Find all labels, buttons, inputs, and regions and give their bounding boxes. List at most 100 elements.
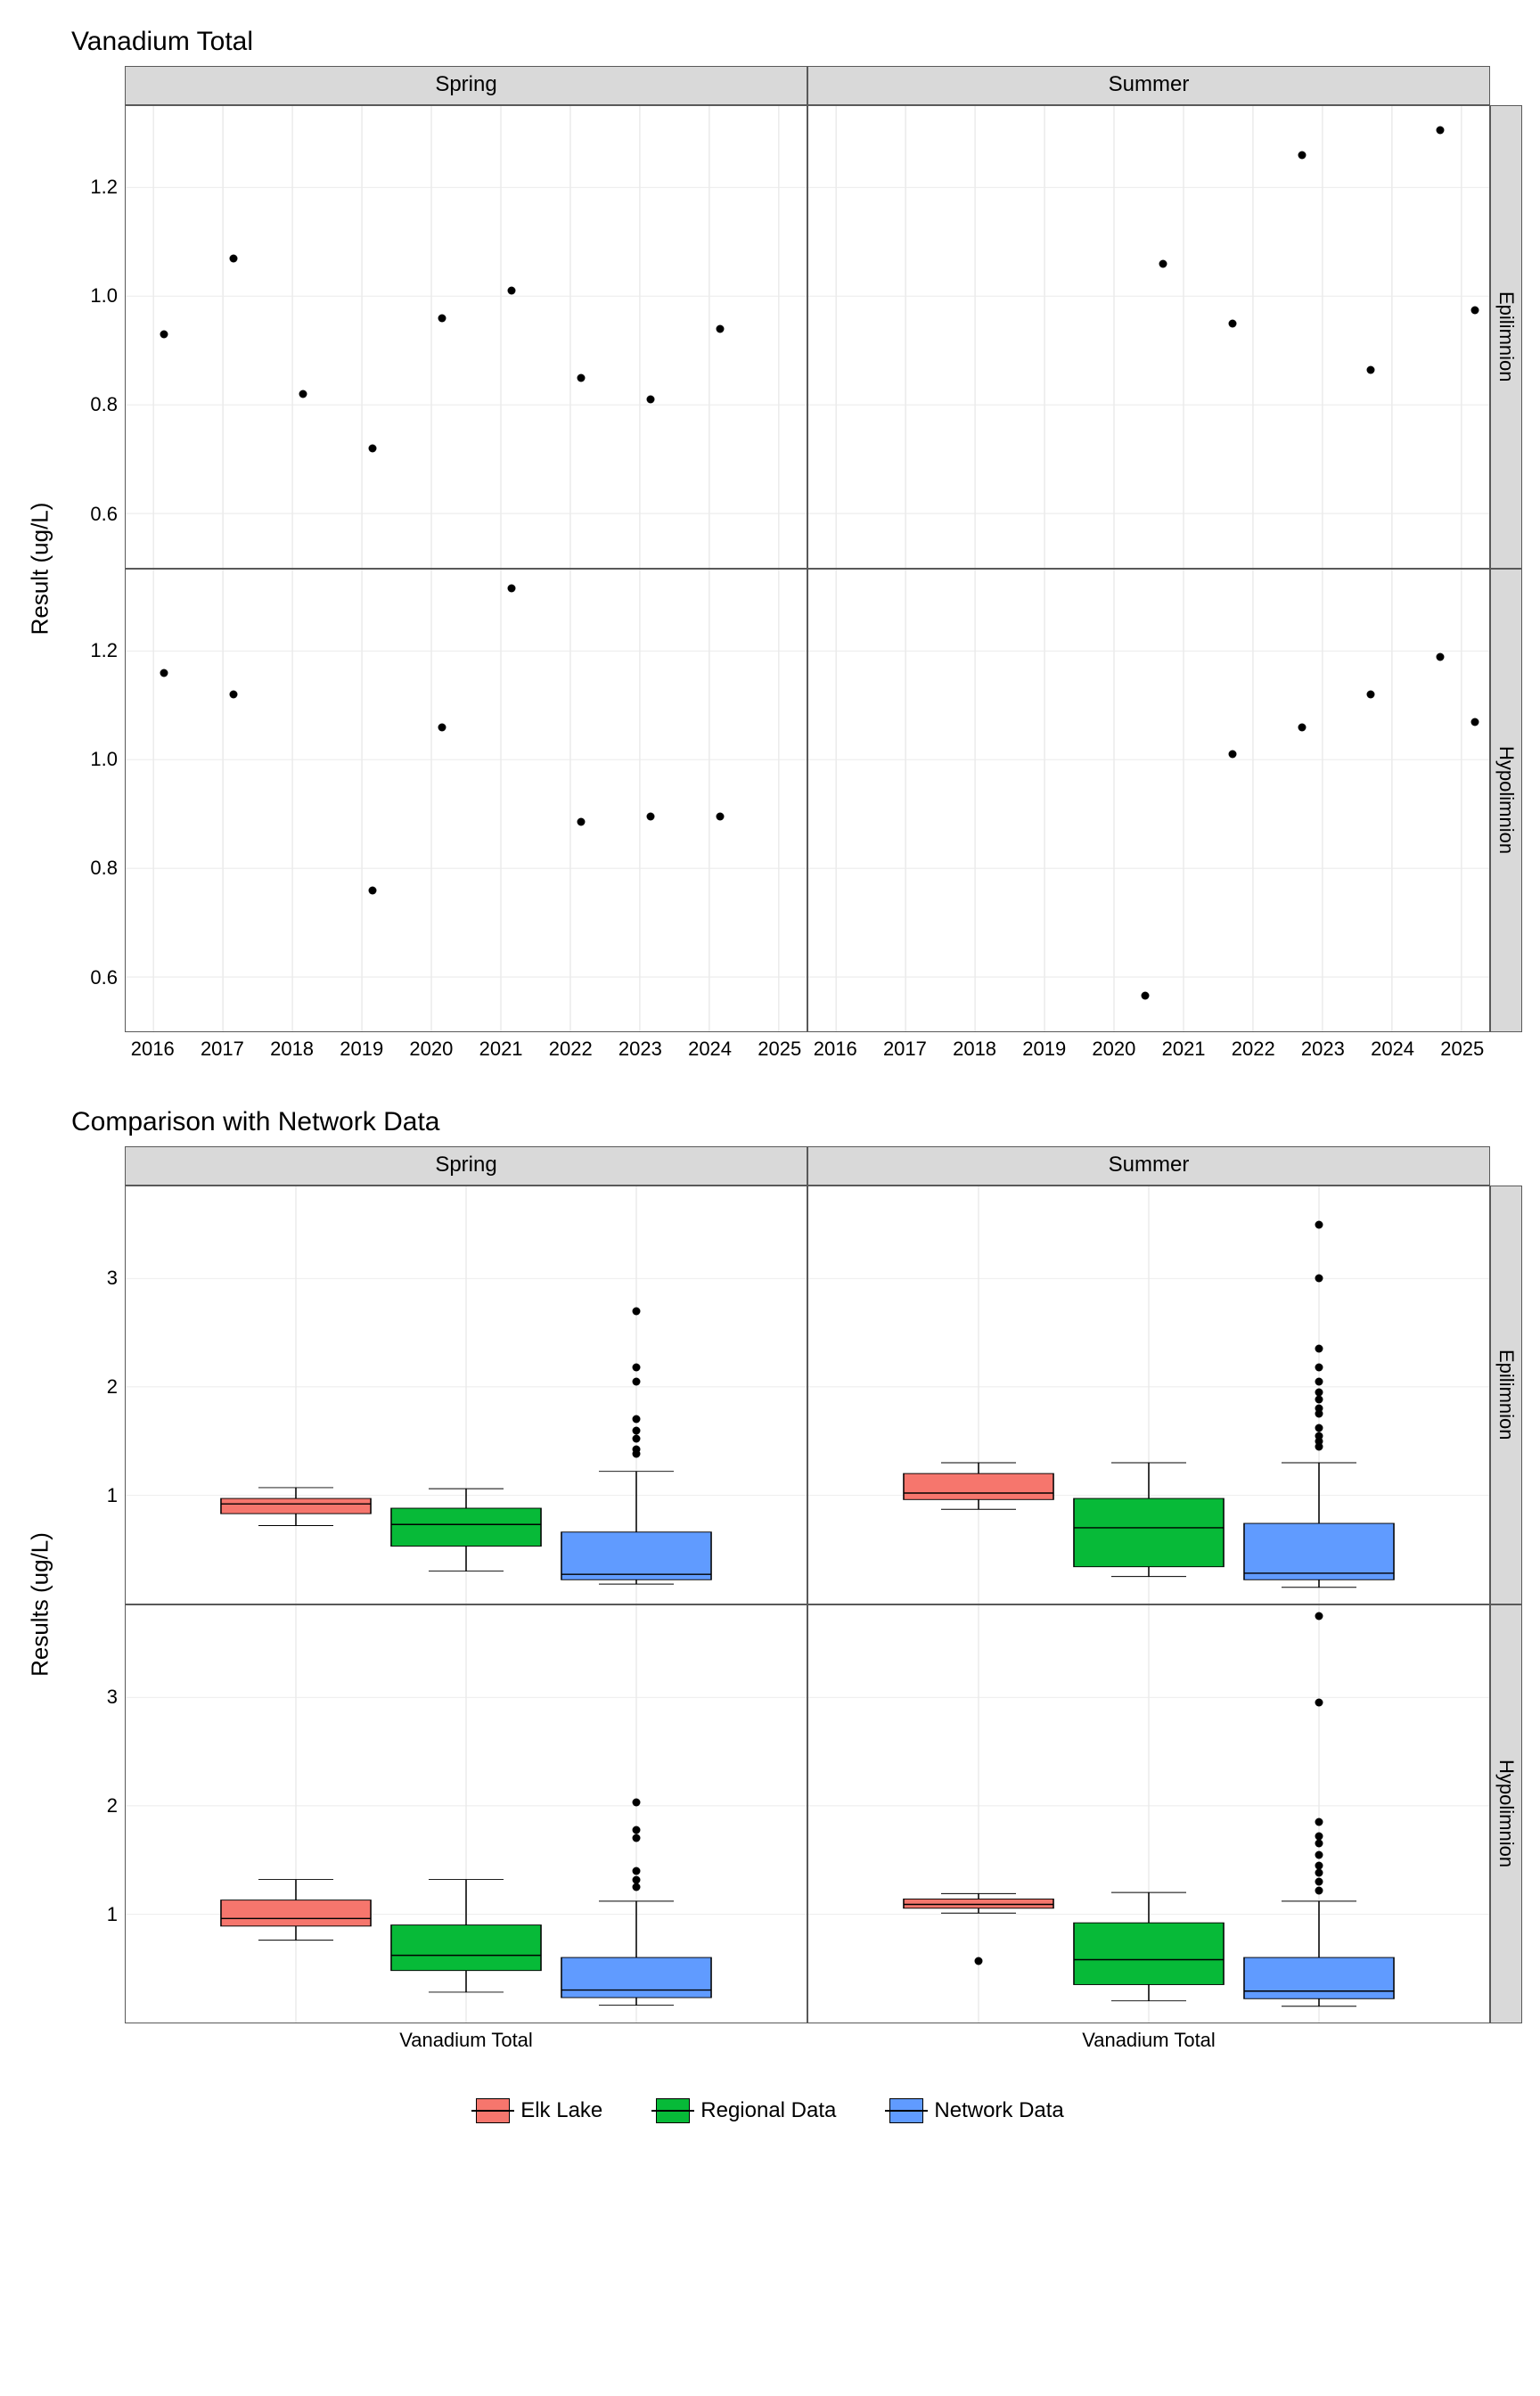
boxplot-outlier: [1315, 1388, 1323, 1396]
scatter-point: [299, 390, 307, 398]
boxplot-outlier: [1315, 1886, 1323, 1894]
boxplot-ytick: 1: [107, 1903, 118, 1926]
boxplot-panel: [807, 1186, 1490, 1604]
boxplot-outlier: [1315, 1840, 1323, 1848]
scatter-xtick: 2019: [1022, 1038, 1066, 1061]
scatter-xtick: 2025: [758, 1038, 801, 1061]
scatter-xaxis: 2016201720182019202020212022202320242025: [807, 1032, 1490, 1068]
scatter-point: [716, 813, 724, 821]
scatter-point: [1142, 992, 1150, 1000]
boxplot-outlier: [1315, 1377, 1323, 1385]
scatter-ytick: 1.0: [90, 748, 118, 771]
scatter-point: [1228, 751, 1236, 759]
scatter-point: [438, 314, 446, 322]
scatter-xtick: 2022: [1232, 1038, 1275, 1061]
boxplot-ytick: 3: [107, 1686, 118, 1709]
boxplot-ylabel-wrap: Results (ug/L): [18, 1146, 62, 2063]
legend-swatch: [476, 2098, 510, 2123]
legend-label: Elk Lake: [520, 2098, 602, 2123]
scatter-panel: [807, 569, 1490, 1032]
scatter-ytick: 0.8: [90, 857, 118, 880]
scatter-point: [1471, 306, 1479, 314]
boxplot-outlier: [1315, 1275, 1323, 1283]
scatter-xtick: 2017: [883, 1038, 927, 1061]
boxplot-outlier: [633, 1426, 641, 1434]
boxplot-outlier: [1315, 1861, 1323, 1869]
boxplot-outlier: [633, 1867, 641, 1875]
scatter-point: [577, 818, 585, 826]
legend-item: Elk Lake: [476, 2098, 602, 2123]
scatter-xtick: 2019: [340, 1038, 383, 1061]
scatter-point: [507, 287, 515, 295]
scatter-xtick: 2017: [201, 1038, 244, 1061]
boxplot-row-label: Hypolimnion: [1490, 1604, 1522, 2023]
boxplot-outlier: [1315, 1869, 1323, 1877]
scatter-panels: SpringSummerEpilimnionHypolimnion2016201…: [125, 66, 1522, 1071]
scatter-title: Vanadium Total: [71, 27, 1522, 57]
scatter-col-header: Spring: [125, 66, 807, 105]
scatter-point: [646, 813, 654, 821]
boxplot-yaxis: 123123: [62, 1146, 125, 2063]
scatter-xtick: 2023: [1301, 1038, 1345, 1061]
scatter-xtick: 2023: [618, 1038, 662, 1061]
boxplot-outlier: [1315, 1405, 1323, 1413]
scatter-point: [1298, 723, 1306, 731]
boxplot-outlier: [1315, 1432, 1323, 1440]
scatter-xtick: 2020: [1092, 1038, 1135, 1061]
scatter-xtick: 2016: [131, 1038, 175, 1061]
scatter-point: [646, 396, 654, 404]
scatter-point: [1367, 691, 1375, 699]
scatter-xtick: 2016: [814, 1038, 857, 1061]
scatter-point: [1367, 365, 1375, 373]
boxplot-outlier: [633, 1826, 641, 1834]
scatter-xaxis: 2016201720182019202020212022202320242025: [125, 1032, 807, 1068]
scatter-ytick: 1.2: [90, 176, 118, 199]
boxplot-outlier: [1315, 1396, 1323, 1404]
scatter-xtick: 2025: [1440, 1038, 1484, 1061]
scatter-xtick: 2022: [549, 1038, 593, 1061]
scatter-xtick: 2018: [270, 1038, 314, 1061]
boxplot-outlier: [633, 1307, 641, 1315]
boxplot-outlier: [633, 1834, 641, 1842]
boxplot-panels: SpringSummerEpilimnionHypolimnionVanadiu…: [125, 1146, 1522, 2063]
legend-label: Network Data: [934, 2098, 1063, 2123]
scatter-ytick: 0.6: [90, 503, 118, 526]
scatter-row-label: Hypolimnion: [1490, 569, 1522, 1032]
boxplot-col-header: Spring: [125, 1146, 807, 1186]
boxplot-panel: [125, 1186, 807, 1604]
boxplot-outlier: [633, 1364, 641, 1372]
scatter-point: [716, 324, 724, 332]
scatter-point: [229, 691, 237, 699]
boxplot-outlier: [633, 1415, 641, 1424]
boxplot-outlier: [1315, 1850, 1323, 1859]
scatter-point: [368, 444, 376, 452]
legend-item: Regional Data: [656, 2098, 836, 2123]
legend-swatch: [889, 2098, 923, 2123]
scatter-ylabel: Result (ug/L): [27, 503, 54, 636]
scatter-xtick: 2020: [409, 1038, 453, 1061]
legend-label: Regional Data: [700, 2098, 836, 2123]
boxplot-outlier: [633, 1875, 641, 1883]
boxplot-outlier: [1315, 1699, 1323, 1707]
boxplot-outlier: [1315, 1345, 1323, 1353]
scatter-ytick: 1.0: [90, 284, 118, 308]
boxplot-outlier: [1315, 1424, 1323, 1432]
scatter-point: [1228, 319, 1236, 327]
boxplot-ytick: 2: [107, 1794, 118, 1818]
boxplot-xaxis: Vanadium Total: [807, 2023, 1490, 2059]
scatter-point: [160, 330, 168, 338]
scatter-xtick: 2024: [1371, 1038, 1414, 1061]
boxplot-col-header: Summer: [807, 1146, 1490, 1186]
scatter-point: [1471, 718, 1479, 726]
boxplot-outlier: [633, 1446, 641, 1454]
scatter-point: [1159, 259, 1167, 267]
legend-item: Network Data: [889, 2098, 1063, 2123]
scatter-col-header: Summer: [807, 66, 1490, 105]
boxplot-panel: [125, 1604, 807, 2023]
boxplot-xcategory: Vanadium Total: [1082, 2029, 1216, 2052]
scatter-ylabel-wrap: Result (ug/L): [18, 66, 62, 1071]
scatter-point: [1298, 151, 1306, 159]
boxplot-outlier: [975, 1957, 983, 1965]
boxplot-outlier: [1315, 1364, 1323, 1372]
boxplot-outlier: [1315, 1818, 1323, 1826]
